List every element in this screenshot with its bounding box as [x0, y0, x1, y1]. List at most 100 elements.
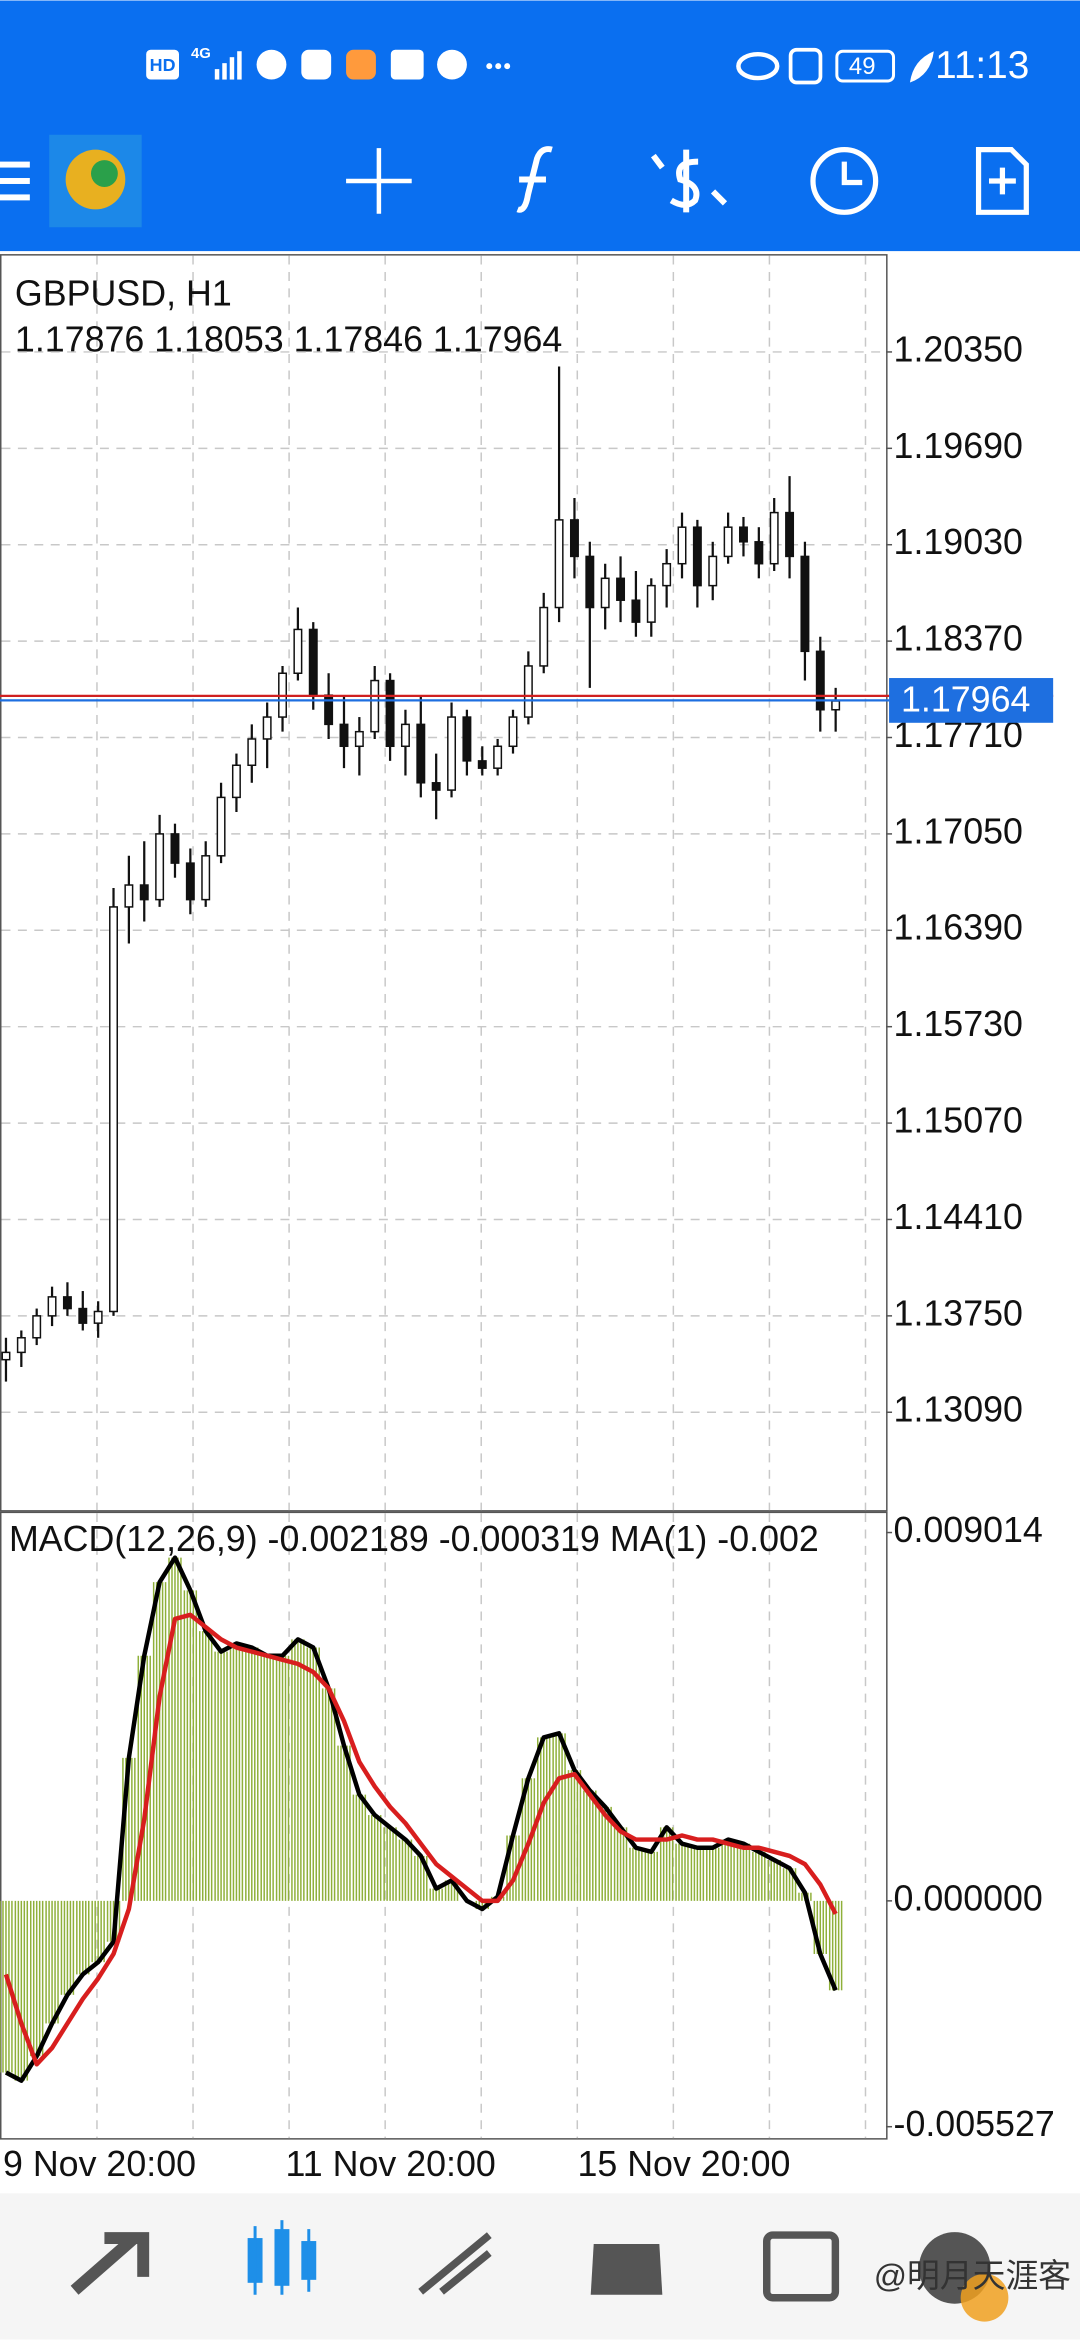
- hd-text: HD: [150, 55, 176, 75]
- history-button[interactable]: [810, 147, 879, 215]
- candle-body: [662, 562, 672, 587]
- more-icon: [486, 63, 511, 70]
- quotes-tab[interactable]: [70, 2232, 150, 2295]
- y-tick-label: 1.19030: [894, 522, 1023, 562]
- candle-body: [477, 760, 487, 769]
- symbol-title: GBPUSD, H1: [15, 273, 232, 313]
- y-tick-label: 1.13090: [894, 1390, 1023, 1430]
- candle-body: [231, 764, 241, 799]
- candle-body: [539, 606, 549, 667]
- y-tick-label: 1.19690: [894, 426, 1023, 466]
- candle-body: [600, 577, 610, 609]
- chart-tab[interactable]: [247, 2220, 317, 2295]
- bottom-nav: [0, 2193, 1080, 2340]
- candle-body: [462, 716, 472, 762]
- candle-body: [692, 526, 702, 587]
- candle-body: [93, 1310, 103, 1324]
- candle-body: [723, 526, 733, 558]
- leaf-icon: [909, 51, 934, 83]
- watermark: @明月天涯客: [874, 2257, 1071, 2294]
- candle-body: [185, 862, 195, 901]
- x-tick-label: 15 Nov 20:00: [577, 2144, 790, 2184]
- candle-body: [1, 1351, 11, 1361]
- candle-body: [62, 1296, 72, 1310]
- video-icon: [346, 49, 376, 80]
- candle-body: [754, 541, 764, 565]
- candle-body: [738, 526, 748, 543]
- candle-body: [708, 555, 718, 587]
- x-tick-label: 9 Nov 20:00: [3, 2144, 196, 2184]
- candle-body: [370, 679, 380, 733]
- candle-body: [339, 723, 349, 748]
- candle-body: [585, 555, 595, 609]
- news-tab[interactable]: [763, 2231, 840, 2302]
- menu-button[interactable]: [0, 161, 30, 201]
- candle-body: [400, 723, 410, 748]
- candle-body: [201, 855, 211, 901]
- clock: 11:13: [935, 44, 1029, 87]
- watermark-logo: [960, 2273, 1009, 2322]
- candle-body: [293, 628, 303, 674]
- music-icon: [301, 49, 332, 80]
- crosshair-button[interactable]: [346, 148, 412, 214]
- y-tick-label: 0.009014: [894, 1510, 1043, 1550]
- candle-body: [247, 738, 257, 767]
- candle-body: [47, 1296, 57, 1317]
- candle-body: [815, 650, 825, 711]
- battery-level: 49: [849, 53, 876, 80]
- last-price-label: 1.17964: [901, 679, 1030, 719]
- y-tick-label: 1.14410: [894, 1197, 1023, 1237]
- trade-tab[interactable]: [418, 2232, 492, 2295]
- hd-badge: [146, 49, 180, 80]
- mail-icon: [390, 49, 424, 80]
- history-tab[interactable]: [590, 2244, 663, 2295]
- candle-body: [354, 730, 364, 748]
- y-tick-label: 1.13750: [894, 1293, 1023, 1333]
- candle-body: [32, 1315, 42, 1339]
- x-tick-label: 11 Nov 20:00: [286, 2144, 496, 2184]
- candle-body: [216, 796, 226, 857]
- macd-line: [4, 1555, 838, 2083]
- y-tick-label: 0.000000: [894, 1878, 1043, 1918]
- signal-line: [3, 1612, 838, 2067]
- candle-body: [431, 782, 441, 791]
- candle-body: [109, 906, 118, 1313]
- candle-body: [616, 577, 626, 601]
- y-tick-label: 1.20350: [894, 329, 1023, 369]
- candle-body: [170, 833, 180, 864]
- candle-body: [785, 511, 795, 558]
- browser-icon: [437, 49, 467, 80]
- y-tick-label: 1.17050: [894, 811, 1023, 851]
- candle-body: [569, 519, 579, 558]
- candle-body: [508, 716, 518, 748]
- new-order-button[interactable]: [975, 147, 1029, 215]
- candle-body: [139, 884, 149, 901]
- candle-body: [16, 1337, 26, 1354]
- eye-icon: [736, 51, 780, 81]
- indicators-button[interactable]: [516, 146, 553, 213]
- candle-body: [385, 679, 395, 748]
- price-panel: [0, 254, 888, 1512]
- candle-body: [677, 526, 687, 565]
- candle-body: [416, 723, 426, 784]
- network-text: 4G: [191, 46, 211, 62]
- candle-body: [523, 665, 533, 718]
- signal-icon: [214, 51, 242, 80]
- candle-body: [800, 555, 810, 653]
- y-tick-label: 1.16390: [894, 908, 1023, 948]
- candle-body: [631, 599, 641, 623]
- candle-body: [78, 1307, 88, 1324]
- y-tick-label: -0.005527: [894, 2104, 1055, 2144]
- ohlc-text: 1.17876 1.18053 1.17846 1.17964: [15, 320, 562, 360]
- candle-body: [155, 833, 165, 901]
- candle-body: [646, 584, 656, 623]
- y-tick-label: 1.15730: [894, 1004, 1023, 1044]
- macd-title: MACD(12,26,9) -0.002189 -0.000319 MA(1) …: [9, 1519, 819, 1559]
- macd-panel: [0, 1511, 888, 2140]
- trade-button[interactable]: [650, 149, 728, 213]
- candle-body: [554, 519, 564, 609]
- qq-icon: [256, 49, 287, 80]
- nfc-icon: [788, 47, 823, 85]
- y-tick-label: 1.18370: [894, 619, 1023, 659]
